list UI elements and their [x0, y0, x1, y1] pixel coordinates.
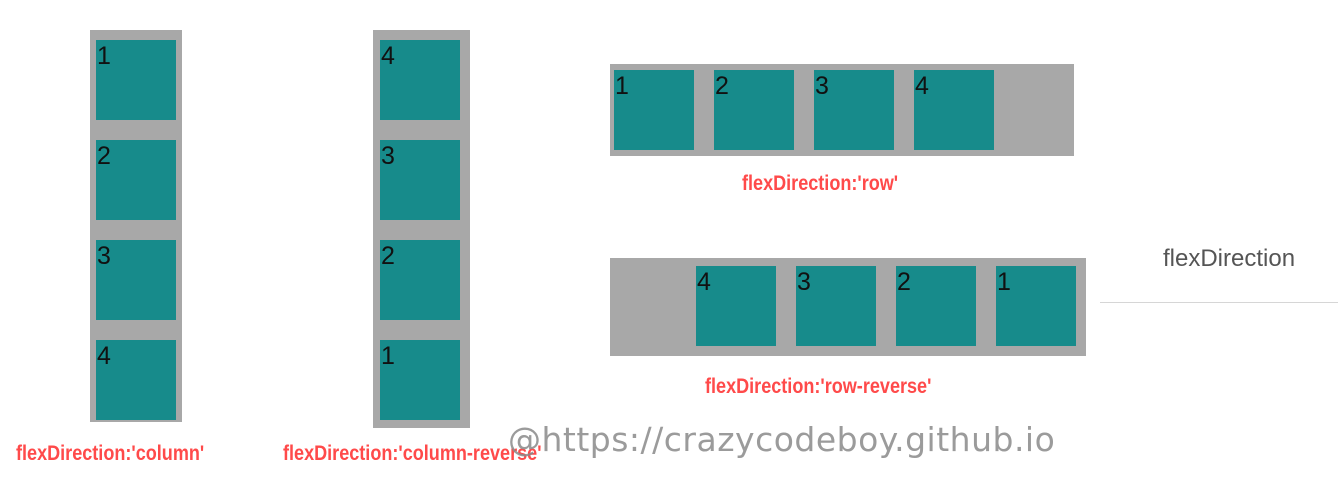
flex-item-box: 2: [380, 240, 460, 320]
flex-item-box: 4: [380, 40, 460, 120]
flex-item-box: 2: [96, 140, 176, 220]
flex-item-number: 3: [815, 72, 829, 100]
flex-item-number: 4: [381, 42, 395, 70]
flex-item-box: 1: [614, 70, 694, 150]
flex-item-box: 4: [914, 70, 994, 150]
row-caption: flexDirection:'row': [742, 172, 899, 195]
column-reverse-caption: flexDirection:'column-reverse': [283, 442, 542, 465]
flex-item-box: 1: [996, 266, 1076, 346]
flex-item-box: 3: [96, 240, 176, 320]
column-container: 1 2 3 4: [90, 30, 182, 422]
flex-item-box: 3: [380, 140, 460, 220]
flex-item-number: 4: [97, 342, 111, 370]
row-container: 1 2 3 4: [610, 64, 1074, 156]
flex-item-number: 2: [97, 142, 111, 170]
flex-item-number: 2: [715, 72, 729, 100]
flex-item-box: 3: [814, 70, 894, 150]
flex-item-number: 3: [797, 268, 811, 296]
flex-item-box: 3: [796, 266, 876, 346]
flex-item-number: 1: [997, 268, 1011, 296]
flex-item-number: 3: [97, 242, 111, 270]
side-label: flexDirection: [1163, 245, 1296, 272]
flex-item-box: 1: [380, 340, 460, 420]
divider: [1100, 302, 1338, 303]
flex-item-number: 4: [697, 268, 711, 296]
flex-item-box: 1: [96, 40, 176, 120]
flex-item-number: 1: [615, 72, 629, 100]
watermark: @https://crazycodeboy.github.io: [508, 420, 1056, 459]
flex-item-number: 3: [381, 142, 395, 170]
flex-item-number: 2: [897, 268, 911, 296]
column-caption: flexDirection:'column': [16, 442, 205, 465]
flex-item-box: 4: [96, 340, 176, 420]
column-reverse-container: 4 3 2 1: [373, 30, 470, 428]
flex-item-number: 2: [381, 242, 395, 270]
flex-item-box: 2: [714, 70, 794, 150]
row-reverse-caption: flexDirection:'row-reverse': [705, 375, 932, 398]
flex-item-box: 2: [896, 266, 976, 346]
flex-item-number: 1: [381, 342, 395, 370]
flex-item-number: 1: [97, 42, 111, 70]
flex-item-box: 4: [696, 266, 776, 346]
row-reverse-container: 4 3 2 1: [610, 258, 1086, 356]
flex-item-number: 4: [915, 72, 929, 100]
